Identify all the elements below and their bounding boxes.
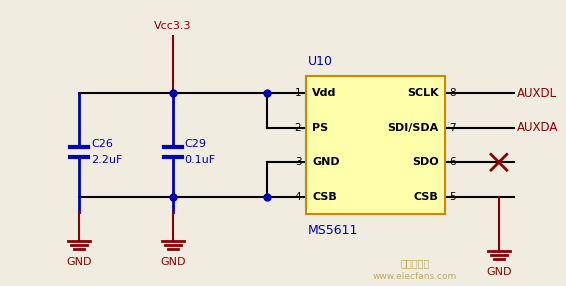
Text: CSB: CSB: [414, 192, 439, 202]
Text: SDI/SDA: SDI/SDA: [387, 123, 439, 133]
Text: 8: 8: [449, 88, 456, 98]
Text: GND: GND: [160, 257, 186, 267]
Text: C26: C26: [91, 140, 113, 150]
Text: 6: 6: [449, 157, 456, 167]
Text: 2: 2: [295, 123, 301, 133]
Bar: [306, 76, 444, 214]
Text: GND: GND: [486, 267, 512, 277]
Text: 1: 1: [295, 88, 301, 98]
Text: GND: GND: [312, 157, 340, 167]
Text: AUXDA: AUXDA: [517, 121, 558, 134]
Text: 7: 7: [449, 123, 456, 133]
Text: SCLK: SCLK: [407, 88, 439, 98]
Text: 2.2uF: 2.2uF: [91, 155, 122, 165]
Text: 0.1uF: 0.1uF: [185, 155, 216, 165]
Text: AUXDL: AUXDL: [517, 87, 557, 100]
Text: C29: C29: [185, 140, 207, 150]
Text: www.elecfans.com: www.elecfans.com: [373, 272, 457, 281]
Text: PS: PS: [312, 123, 328, 133]
Text: CSB: CSB: [312, 192, 337, 202]
Text: 3: 3: [295, 157, 301, 167]
Text: 4: 4: [295, 192, 301, 202]
Text: SDO: SDO: [412, 157, 439, 167]
Text: 电子发烧友: 电子发烧友: [400, 259, 430, 269]
Text: Vcc3.3: Vcc3.3: [154, 21, 192, 31]
Text: U10: U10: [308, 55, 333, 68]
Text: MS5611: MS5611: [308, 224, 359, 237]
Text: GND: GND: [66, 257, 92, 267]
Text: 5: 5: [449, 192, 456, 202]
Text: Vdd: Vdd: [312, 88, 337, 98]
